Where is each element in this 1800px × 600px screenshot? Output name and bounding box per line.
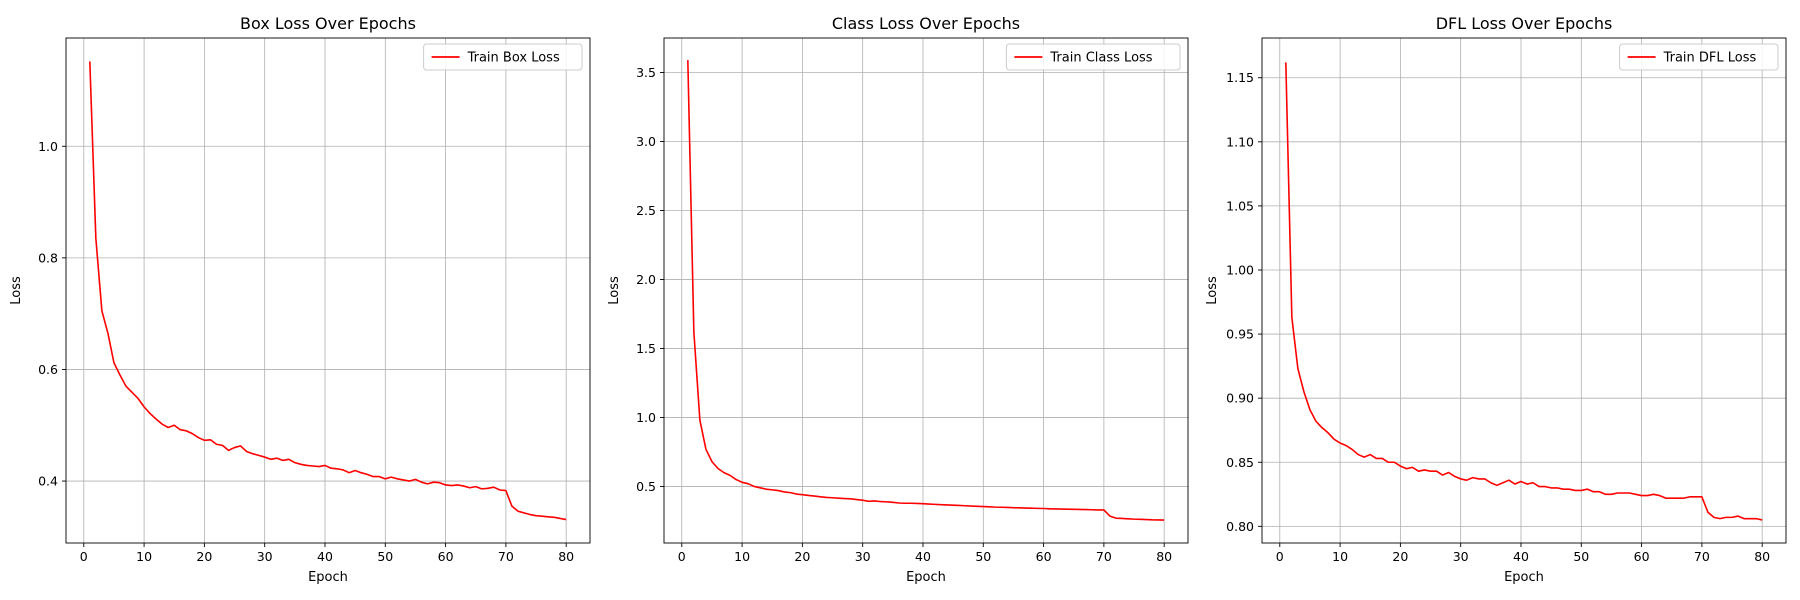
y-tick-label: 0.95 (1226, 327, 1254, 342)
x-axis-label: Epoch (906, 570, 946, 585)
y-tick-label: 0.80 (1226, 519, 1254, 534)
y-tick-label: 1.00 (1226, 262, 1254, 277)
y-axis-label: Loss (1205, 276, 1220, 305)
axes-frame (1261, 37, 1787, 544)
legend-label: Train Box Loss (467, 51, 560, 66)
y-tick-label: 0.90 (1226, 391, 1254, 406)
x-tick-label: 70 (1694, 549, 1710, 564)
chart-title: DFL Loss Over Epochs (1436, 14, 1613, 33)
y-tick-label: 2.5 (636, 203, 656, 218)
x-tick-label: 80 (558, 549, 574, 564)
chart-panel: 0 10 20 30 40 50 60 70 80 0.5 1.0 1.5 2.0 2.5 3.0 3.5 Cl… (607, 14, 1189, 585)
y-tick-label: 1.05 (1226, 198, 1254, 213)
y-tick-label: 1.0 (636, 410, 656, 425)
y-tick-label: 0.6 (38, 362, 58, 377)
y-tick-label: 1.15 (1226, 70, 1254, 85)
chart-title: Box Loss Over Epochs (240, 14, 416, 33)
x-tick-label: 70 (498, 549, 514, 564)
x-tick-label: 40 (1513, 549, 1529, 564)
chart-panel: 0 10 20 30 40 50 60 70 80 0.80 0.85 0.90 0.95 1.00 1.0… (1205, 14, 1787, 585)
legend-box (1005, 43, 1181, 71)
series-line (687, 60, 1165, 521)
legend-label: Train DFL Loss (1663, 51, 1757, 66)
x-tick-label: 20 (1392, 549, 1408, 564)
y-tick-label: 1.0 (38, 139, 58, 154)
x-tick-label: 10 (1332, 549, 1348, 564)
y-tick-label: 0.5 (636, 479, 656, 494)
axes-frame (65, 37, 591, 544)
x-axis-label: Epoch (308, 570, 348, 585)
x-tick-label: 0 (1276, 549, 1284, 564)
x-tick-label: 50 (377, 549, 393, 564)
y-tick-label: 1.10 (1226, 134, 1254, 149)
series-line (89, 61, 567, 521)
legend-label: Train Class Loss (1049, 51, 1152, 66)
x-tick-label: 0 (80, 549, 88, 564)
x-axis-label: Epoch (1504, 570, 1544, 585)
axes-frame (663, 37, 1189, 544)
x-tick-label: 10 (136, 549, 152, 564)
x-tick-label: 30 (257, 549, 273, 564)
legend-box (1619, 43, 1779, 71)
x-tick-label: 50 (975, 549, 991, 564)
x-tick-label: 60 (438, 549, 454, 564)
x-tick-label: 30 (1453, 549, 1469, 564)
x-tick-label: 20 (794, 549, 810, 564)
x-tick-label: 10 (734, 549, 750, 564)
chart-title: Class Loss Over Epochs (832, 14, 1020, 33)
y-axis-label: Loss (9, 276, 24, 305)
x-tick-label: 30 (855, 549, 871, 564)
x-tick-label: 0 (678, 549, 686, 564)
y-tick-label: 0.8 (38, 250, 58, 265)
x-tick-label: 70 (1096, 549, 1112, 564)
x-tick-label: 60 (1036, 549, 1052, 564)
y-tick-label: 2.0 (636, 272, 656, 287)
x-tick-label: 40 (915, 549, 931, 564)
x-tick-label: 60 (1634, 549, 1650, 564)
series-line (1285, 62, 1763, 521)
y-tick-label: 3.0 (636, 134, 656, 149)
x-tick-label: 80 (1156, 549, 1172, 564)
y-tick-label: 0.4 (38, 474, 58, 489)
x-tick-label: 20 (196, 549, 212, 564)
legend-box (423, 43, 583, 71)
y-tick-label: 3.5 (636, 65, 656, 80)
x-tick-label: 40 (317, 549, 333, 564)
chart-panel: 0 10 20 30 40 50 60 70 80 0.4 0.6 0.8 1.0 Box Loss Ov… (9, 14, 591, 585)
y-axis-label: Loss (607, 276, 622, 305)
y-tick-label: 1.5 (636, 341, 656, 356)
x-tick-label: 50 (1573, 549, 1589, 564)
x-tick-label: 80 (1754, 549, 1770, 564)
y-tick-label: 0.85 (1226, 455, 1254, 470)
